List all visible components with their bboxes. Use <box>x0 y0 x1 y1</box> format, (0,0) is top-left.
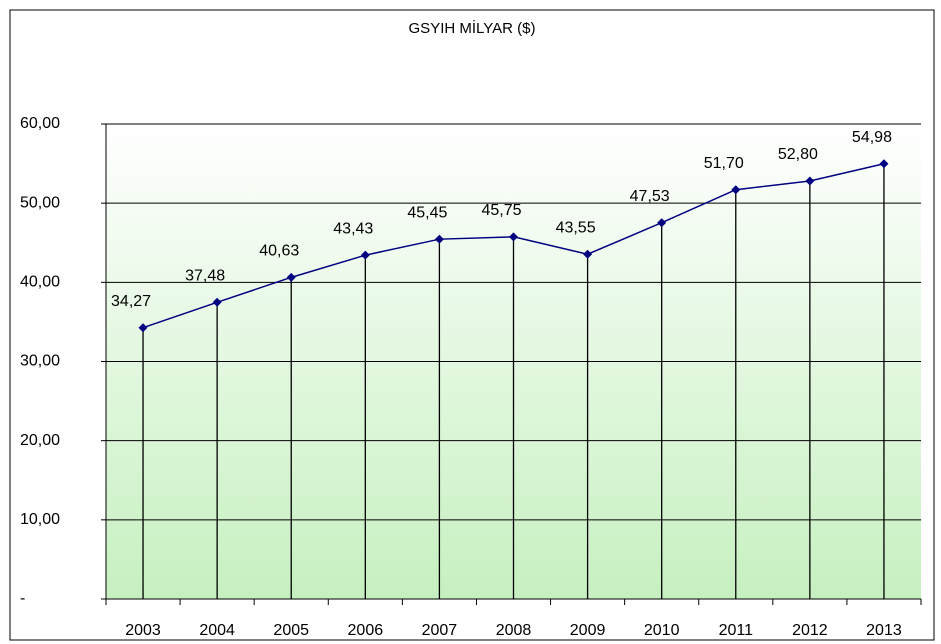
y-tick-label: 40,00 <box>20 274 60 291</box>
y-tick-label: 50,00 <box>20 194 60 211</box>
data-label: 52,80 <box>778 146 818 163</box>
marker <box>657 218 667 228</box>
marker <box>360 250 370 260</box>
marker <box>212 297 222 307</box>
x-tick-label: 2004 <box>199 622 235 639</box>
marker <box>286 272 296 282</box>
y-tick-label: 60,00 <box>20 115 60 132</box>
x-tick-label: 2011 <box>719 622 754 639</box>
data-label: 37,48 <box>185 268 225 285</box>
data-label: 43,43 <box>333 220 373 237</box>
x-tick-label: 2010 <box>644 622 680 639</box>
y-tick-label: 10,00 <box>20 511 60 528</box>
data-label: 47,53 <box>630 188 670 205</box>
x-tick-label: 2008 <box>496 622 532 639</box>
x-tick-label: 2013 <box>866 622 902 639</box>
x-tick-label: 2009 <box>570 622 606 639</box>
marker <box>731 185 741 195</box>
y-tick-label: - <box>20 590 25 607</box>
y-tick-label: 30,00 <box>20 353 60 370</box>
data-label: 34,27 <box>111 293 151 310</box>
data-label: 45,45 <box>407 204 447 221</box>
y-tick-label: 20,00 <box>20 432 60 449</box>
marker <box>138 323 148 333</box>
marker <box>509 232 518 242</box>
marker <box>805 176 815 186</box>
x-tick-label: 2006 <box>348 622 384 639</box>
marker <box>879 159 889 169</box>
x-tick-label: 2007 <box>422 622 458 639</box>
marker <box>434 234 444 244</box>
chart-title: GSYIH MİLYAR ($) <box>409 19 536 37</box>
x-tick-label: 2005 <box>273 622 309 639</box>
x-tick-label: 2003 <box>125 622 161 639</box>
data-label: 54,98 <box>852 129 892 146</box>
marker <box>583 249 593 259</box>
data-label: 43,55 <box>556 219 596 236</box>
data-label: 40,63 <box>259 243 299 260</box>
data-label: 45,75 <box>481 202 521 219</box>
data-label: 51,70 <box>704 155 744 172</box>
x-tick-label: 2012 <box>792 622 828 639</box>
